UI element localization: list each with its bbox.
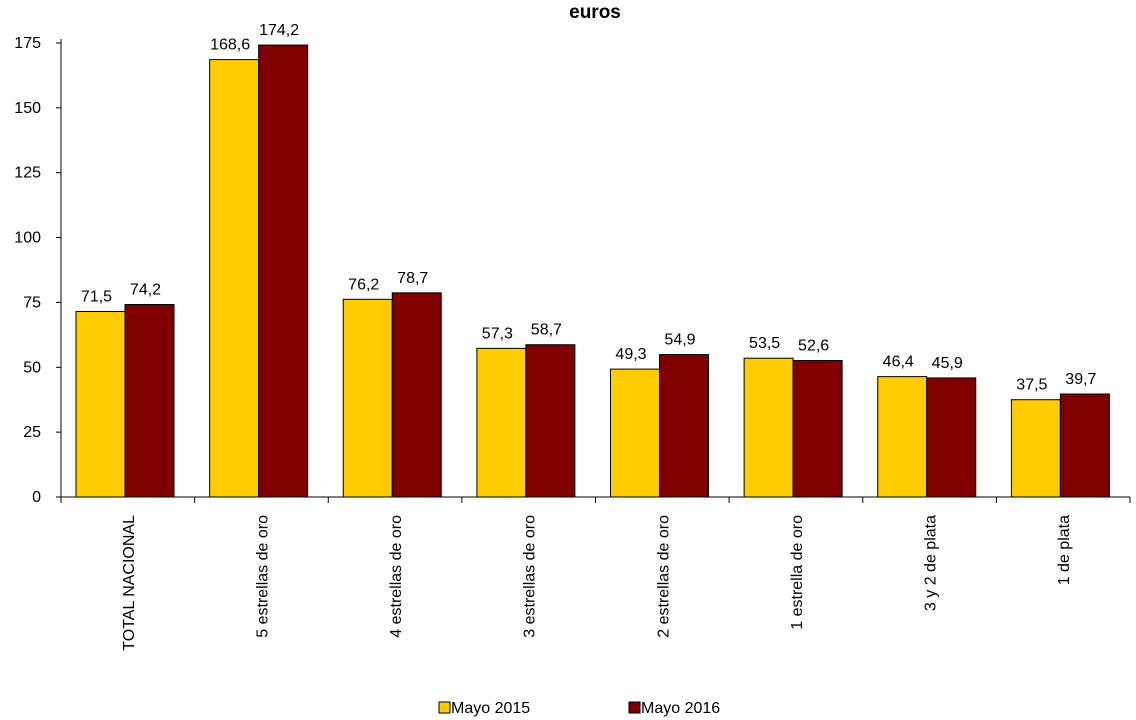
legend-swatch (628, 701, 641, 714)
bar-mayo-2016 (525, 344, 576, 498)
y-tick-label: 175 (14, 35, 41, 52)
data-label: 174,2 (259, 22, 299, 39)
bar-mayo-2015 (342, 298, 393, 498)
x-category-label: 1 estrella de oro (789, 515, 806, 630)
legend: Mayo 2015 Mayo 2016 (438, 700, 720, 717)
data-label: 39,7 (1065, 371, 1096, 388)
bar-mayo-2016 (659, 354, 709, 498)
x-category-label: TOTAL NACIONAL (121, 515, 138, 651)
x-category-label: 2 estrellas de oro (655, 515, 672, 638)
y-tick-label: 125 (14, 165, 41, 182)
y-tick-label: 75 (23, 294, 41, 311)
x-category-label: 5 estrellas de oro (254, 515, 271, 638)
legend-label: Mayo 2016 (641, 700, 720, 717)
bar-mayo-2015 (1010, 399, 1061, 498)
data-label: 37,5 (1016, 377, 1047, 394)
data-label: 71,5 (81, 289, 112, 306)
data-label: 74,2 (130, 282, 161, 299)
data-label: 58,7 (531, 322, 562, 339)
data-labels: 71,5 168,6 76,2 57,3 49,3 53,5 46,4 37,5 74,2 174… (81, 22, 1097, 394)
y-tick-label: 100 (14, 230, 41, 247)
bar-mayo-2015 (877, 376, 928, 498)
data-label: 45,9 (932, 355, 963, 372)
bar-mayo-2016 (391, 292, 442, 498)
data-label: 78,7 (397, 270, 428, 287)
y-axis: 0 25 50 75 100 125 150 175 (14, 35, 62, 506)
data-label: 168,6 (210, 37, 250, 54)
bars (75, 44, 1110, 498)
data-label: 52,6 (798, 338, 829, 355)
data-label: 53,5 (749, 335, 780, 352)
data-label: 54,9 (664, 332, 695, 349)
bar-mayo-2016 (124, 304, 175, 498)
y-tick-label: 0 (32, 489, 41, 506)
data-label: 49,3 (615, 346, 646, 363)
x-category-label: 3 y 2 de plata (923, 515, 940, 611)
bar-mayo-2015 (75, 311, 126, 498)
x-axis: TOTAL NACIONAL 5 estrellas de oro 4 estrel… (60, 496, 1131, 651)
bar-mayo-2016 (792, 360, 843, 498)
x-category-label: 3 estrellas de oro (522, 515, 539, 638)
y-tick-label: 25 (23, 424, 41, 441)
bar-mayo-2016 (926, 377, 977, 498)
y-tick-label: 150 (14, 100, 41, 117)
bar-mayo-2015 (476, 347, 527, 498)
bar-mayo-2016 (258, 44, 309, 498)
bar-mayo-2015 (610, 368, 660, 498)
legend-label: Mayo 2015 (451, 700, 530, 717)
bar-mayo-2015 (209, 59, 260, 498)
chart-title: euros (569, 2, 621, 23)
data-label: 76,2 (348, 276, 379, 293)
bar-mayo-2015 (743, 357, 794, 498)
data-label: 46,4 (883, 354, 914, 371)
data-label: 57,3 (482, 325, 513, 342)
bar-mayo-2016 (1059, 393, 1110, 498)
x-category-label: 1 de plata (1056, 515, 1073, 585)
x-category-label: 4 estrellas de oro (388, 515, 405, 638)
y-tick-label: 50 (23, 359, 41, 376)
legend-swatch (438, 701, 451, 714)
